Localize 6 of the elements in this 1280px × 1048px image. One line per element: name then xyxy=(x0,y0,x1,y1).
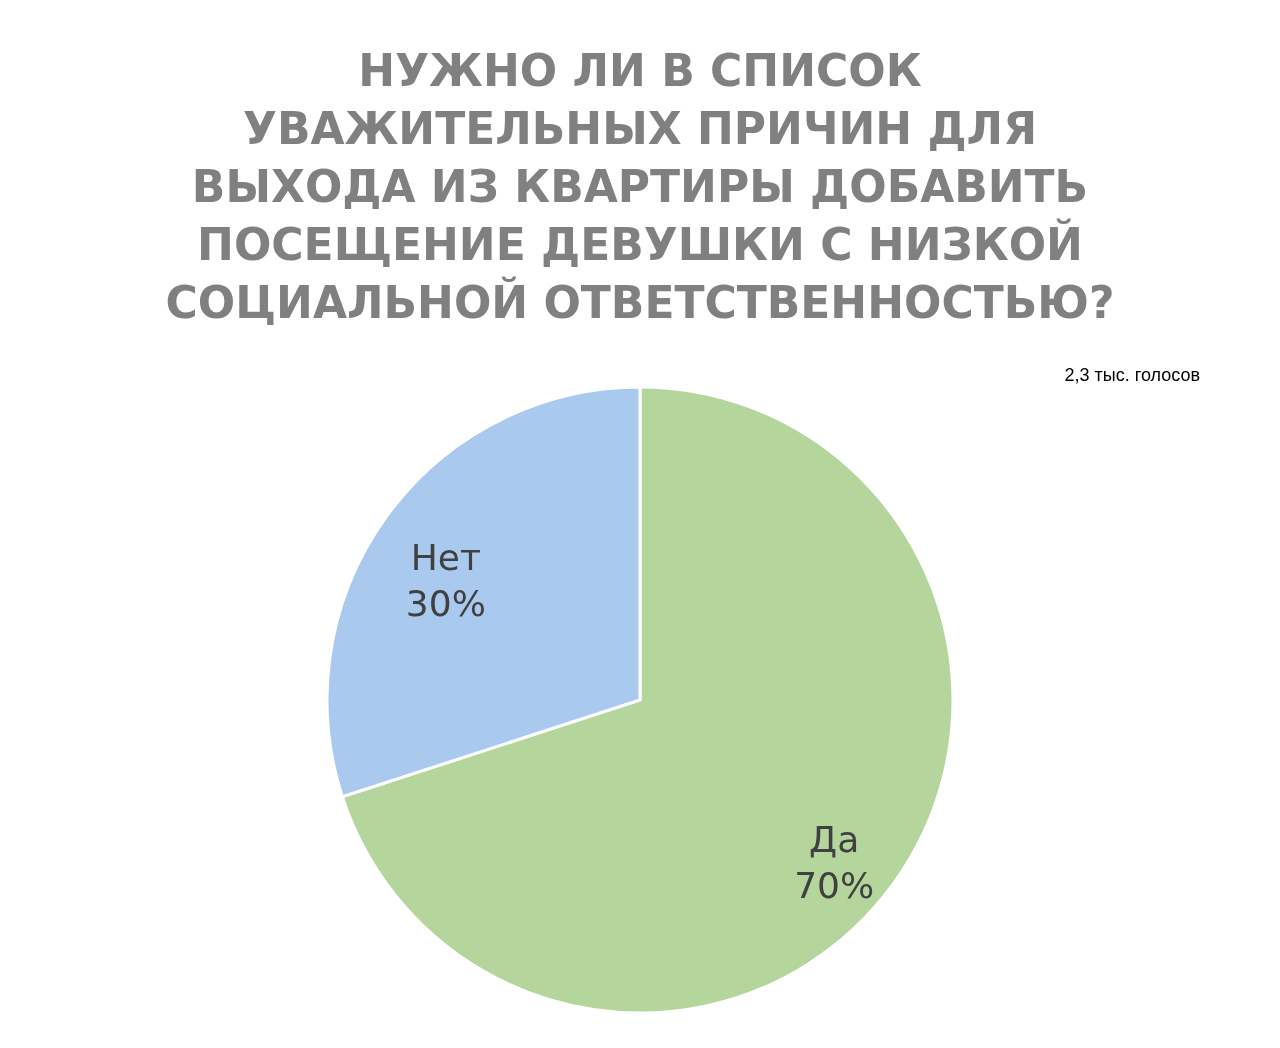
data-label: 30% xyxy=(405,582,486,624)
text: 2,3 тыс. голосов xyxy=(1064,365,1200,385)
slice-label: Нет xyxy=(410,536,481,578)
slice-label: Да xyxy=(809,819,860,861)
data-label: 70% xyxy=(794,865,875,907)
chart-title: НУЖНО ЛИ В СПИСОК УВАЖИТЕЛЬНЫХ ПРИЧИН ДЛЯ ВЫХОДА ИЗ КВАРТИРЫ ДОБАВИТЬ ПОСЕЩЕНИЕ ДЕВУШКИ С НИЗКОЙ СОЦИАЛЬНОЙ ОТВЕТСТВЕННОСТЬЮ? xyxy=(165,45,1115,328)
